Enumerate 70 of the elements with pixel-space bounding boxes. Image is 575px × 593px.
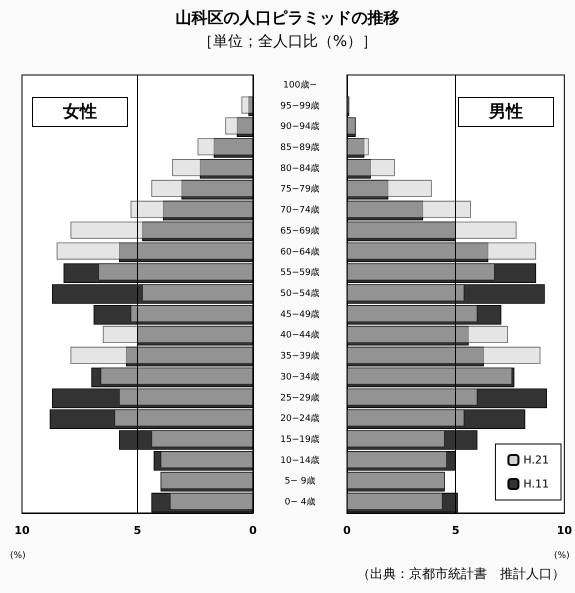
bar (114, 409, 253, 426)
bar (347, 492, 443, 510)
y-tick-label: 70−74歳 (280, 204, 320, 216)
bar (347, 200, 471, 218)
bar (70, 346, 253, 364)
y-tick-label: 0− 4歳 (284, 496, 316, 508)
x-tick-label: 5 (134, 524, 142, 537)
y-tick-label: 55−59歳 (280, 267, 320, 278)
bar (347, 326, 508, 344)
bar (347, 159, 395, 176)
y-tick-label: 20−24歳 (280, 413, 320, 424)
text: 山科区の人口ピラミッドの推移 (174, 8, 400, 29)
bar (347, 284, 464, 302)
y-tick-label: 35−39歳 (280, 350, 320, 362)
x-tick-label: 10 (14, 524, 30, 537)
y-tick-label: 30−34歳 (280, 371, 320, 382)
legend-label: H.11 (523, 478, 550, 490)
text: ［単位；全人口比（%）］ (196, 32, 378, 51)
label-frame: 男性 (458, 97, 554, 127)
y-tick-label: 5− 9歳 (284, 476, 316, 487)
x-tick-label: 10 (556, 524, 572, 537)
y-tick-label: 95−99歳 (280, 100, 320, 112)
bar (172, 159, 253, 176)
bar (347, 263, 495, 280)
bar (119, 388, 253, 406)
bar (347, 430, 445, 448)
bar (225, 117, 253, 134)
bar (56, 242, 253, 260)
text: （出典：京都市統計書 推計人口） (357, 566, 565, 583)
bar (347, 180, 432, 198)
bar (151, 180, 253, 198)
bar (130, 305, 253, 322)
bar (347, 138, 369, 156)
bar (98, 263, 253, 280)
bar (347, 388, 478, 406)
x-axis-title: (%) (554, 551, 570, 561)
bar (170, 492, 253, 510)
y-tick-label: 65−69歳 (280, 225, 320, 236)
y-tick-label: 10−14歳 (280, 454, 320, 466)
x-axis-title: (%) (10, 551, 26, 561)
x-tick-label: 5 (452, 524, 460, 537)
y-tick-label: 60−64歳 (280, 246, 320, 258)
y-tick-label: 75−79歳 (280, 184, 320, 195)
legend-label: H.21 (523, 454, 550, 466)
bar (151, 430, 253, 448)
bar (347, 305, 478, 322)
y-tick-label: 15−19歳 (280, 434, 320, 445)
bar (198, 138, 253, 156)
label-frame: 女性 (32, 97, 128, 127)
bar (347, 346, 540, 364)
y-tick-label: 100歳− (283, 79, 317, 90)
bar (130, 200, 253, 218)
bar (241, 96, 253, 114)
bar (142, 284, 253, 302)
x-tick-label: 0 (343, 524, 352, 537)
x-tick-label: 0 (249, 524, 258, 537)
y-tick-label: 85−89歳 (280, 142, 320, 153)
y-tick-label: 45−49歳 (280, 308, 320, 320)
bar (347, 451, 447, 468)
y-tick-label: 25−29歳 (280, 392, 320, 404)
bar (347, 222, 517, 239)
bar (347, 242, 536, 260)
bar (347, 409, 464, 426)
bar (70, 222, 253, 239)
y-tick-label: 90−94歳 (280, 121, 320, 132)
y-tick-label: 50−54歳 (280, 288, 320, 299)
y-tick-label: 80−84歳 (280, 162, 320, 174)
y-tick-label: 40−44歳 (280, 330, 320, 341)
bar (100, 368, 253, 385)
bar (102, 326, 253, 344)
